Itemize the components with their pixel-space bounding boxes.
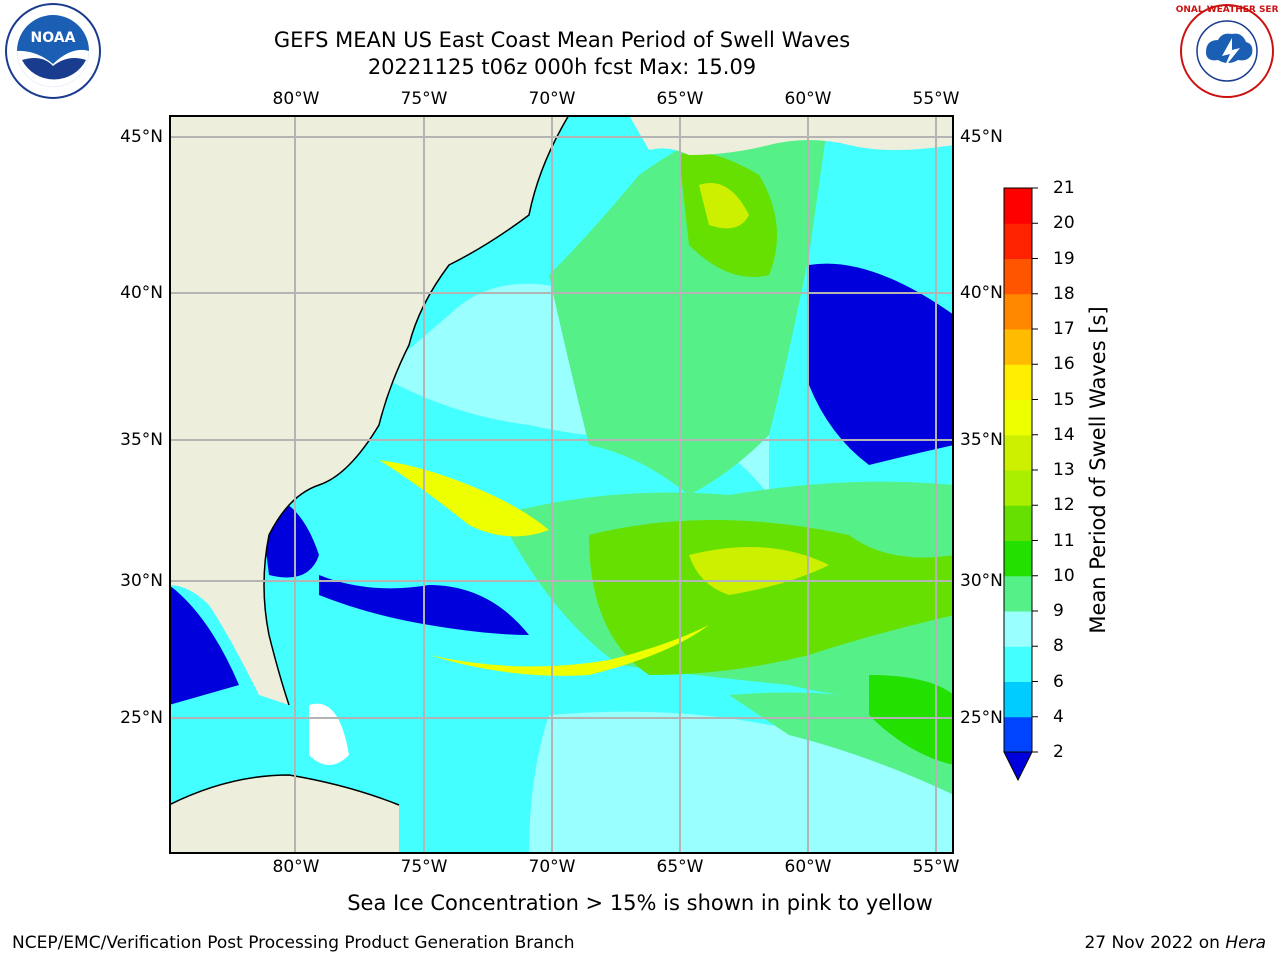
colorbar-swatch-5 <box>1004 540 1032 577</box>
lat-tick-right-3: 30°N <box>960 571 1003 591</box>
lon-tick-bottom-4: 60°W <box>784 857 832 877</box>
colorbar-label-2: 2 <box>1053 742 1064 762</box>
lon-tick-top-1: 75°W <box>400 89 448 109</box>
colorbar-swatch-7 <box>1004 470 1032 506</box>
colorbar-swatch-1 <box>1004 681 1032 718</box>
colorbar-swatch-2 <box>1004 646 1032 682</box>
footer-machine: Hera <box>1225 933 1266 953</box>
lat-tick-right-0: 45°N <box>960 127 1003 147</box>
nws-logo-text: NATIONAL WEATHER SERVICE <box>1176 5 1278 15</box>
graticule <box>169 115 954 854</box>
colorbar-swatch-12 <box>1004 293 1032 330</box>
colorbar-swatch-4 <box>1004 575 1032 612</box>
colorbar-label-18: 18 <box>1053 283 1075 304</box>
chart-title: GEFS MEAN US East Coast Mean Period of S… <box>273 28 851 52</box>
lat-tick-left-2: 35°N <box>120 430 163 450</box>
colorbar-label-20: 20 <box>1053 213 1075 234</box>
map-panel <box>169 115 954 854</box>
period-13-north <box>699 183 749 229</box>
colorbar-label-14: 14 <box>1053 424 1075 445</box>
noaa-logo: NOAA <box>5 3 101 99</box>
colorbar-label-8: 8 <box>1053 636 1064 657</box>
lon-tick-bottom-0: 80°W <box>272 857 320 877</box>
lon-tick-top-2: 70°W <box>528 89 576 109</box>
north-america-land <box>169 115 569 705</box>
colorbar-swatch-8 <box>1004 434 1032 471</box>
lon-tick-top-5: 55°W <box>912 89 960 109</box>
lat-tick-left-1: 40°N <box>120 283 163 303</box>
map-frame <box>169 115 954 854</box>
colorbar-label-4: 4 <box>1053 706 1064 727</box>
colorbar-label-16: 16 <box>1053 354 1075 375</box>
colorbar-swatch-15 <box>1004 188 1032 224</box>
period-13-central <box>689 547 829 595</box>
nws-logo: NATIONAL WEATHER SERVICE <box>1176 4 1278 98</box>
colorbar-swatch-6 <box>1004 505 1032 541</box>
footer-date-text: 27 Nov 2022 on <box>1084 933 1220 953</box>
lat-tick-right-2: 35°N <box>960 430 1003 450</box>
lon-tick-top-3: 65°W <box>656 89 704 109</box>
period-below-2-gulf <box>169 585 239 705</box>
period-14-ridge-south <box>429 625 709 676</box>
lat-tick-left-4: 25°N <box>120 708 163 728</box>
canada-maritimes-land <box>629 115 954 155</box>
lon-tick-bottom-2: 70°W <box>528 857 576 877</box>
colorbar-swatch-11 <box>1004 329 1032 365</box>
colorbar-label-11: 11 <box>1053 530 1075 551</box>
footer-branch: NCEP/EMC/Verification Post Processing Pr… <box>12 933 575 953</box>
lat-tick-left-0: 45°N <box>120 127 163 147</box>
colorbar-swatch-9 <box>1004 399 1032 436</box>
lon-tick-top-0: 80°W <box>272 89 320 109</box>
colorbar-label-17: 17 <box>1053 319 1075 339</box>
colorbar-label-19: 19 <box>1053 248 1075 269</box>
colorbar-swatch-3 <box>1004 611 1032 647</box>
chart-subtitle: 20221125 t06z 000h fcst Max: 15.09 <box>367 55 757 79</box>
colorbar-label-13: 13 <box>1053 460 1075 480</box>
colorbar-swatch-10 <box>1004 364 1032 400</box>
lon-tick-bottom-5: 55°W <box>912 857 960 877</box>
lat-tick-right-1: 40°N <box>960 283 1003 303</box>
period-below-2-northeast <box>809 263 954 465</box>
colorbar-label-12: 12 <box>1053 495 1075 516</box>
colorbar-swatch-14 <box>1004 223 1032 259</box>
east-coast-coastline <box>263 115 570 706</box>
lon-tick-top-4: 60°W <box>784 89 832 109</box>
colorbar-label-6: 6 <box>1053 671 1064 692</box>
lat-tick-left-3: 30°N <box>120 571 163 591</box>
colorbar-swatch-13 <box>1004 258 1032 295</box>
colorbar-label-9: 9 <box>1053 601 1064 621</box>
colorbar-label-10: 10 <box>1053 565 1075 586</box>
cuba-coastline <box>169 774 400 806</box>
sea-ice-note: Sea Ice Concentration > 15% is shown in … <box>347 891 933 915</box>
colorbar <box>1003 187 1038 782</box>
lat-tick-right-4: 25°N <box>960 708 1003 728</box>
period-10-east <box>869 675 954 765</box>
lon-tick-bottom-3: 65°W <box>656 857 704 877</box>
lon-tick-bottom-1: 75°W <box>400 857 448 877</box>
noaa-logo-text: NOAA <box>31 30 76 46</box>
footer-date: 27 Nov 2022 on Hera <box>1084 933 1266 953</box>
colorbar-label-21: 21 <box>1053 178 1075 198</box>
colorbar-under-arrow <box>1003 751 1033 782</box>
colorbar-swatch-0 <box>1004 716 1032 753</box>
colorbar-title: Mean Period of Swell Waves [s] <box>1086 306 1110 634</box>
cuba-land <box>169 775 399 854</box>
period-14-ridge-north <box>379 460 549 537</box>
colorbar-label-15: 15 <box>1053 389 1075 410</box>
